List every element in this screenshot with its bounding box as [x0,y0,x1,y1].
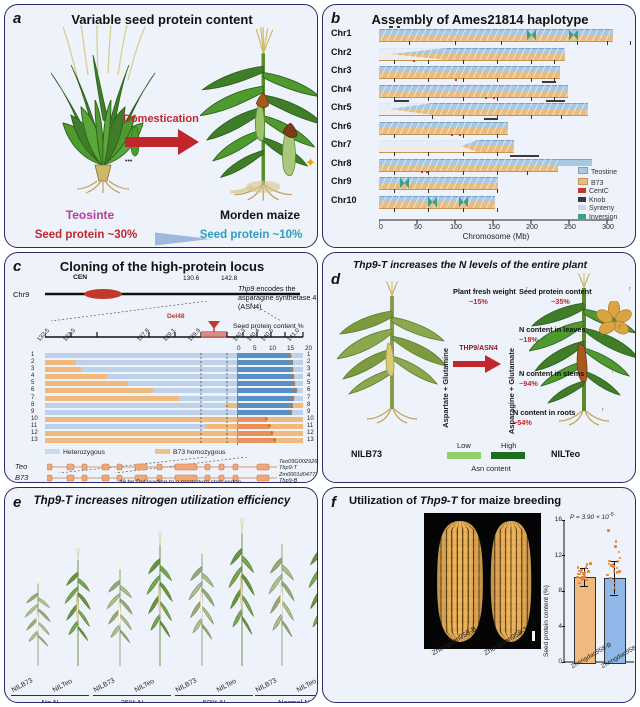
svg-text:•••: ••• [125,158,133,165]
